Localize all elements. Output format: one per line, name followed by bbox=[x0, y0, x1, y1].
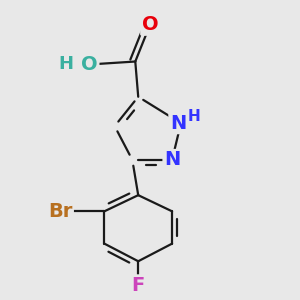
Text: Br: Br bbox=[48, 202, 72, 221]
Text: H: H bbox=[188, 109, 200, 124]
Text: O: O bbox=[81, 55, 98, 74]
Text: H: H bbox=[58, 56, 74, 74]
Text: N: N bbox=[164, 150, 180, 170]
Text: O: O bbox=[142, 15, 158, 34]
Text: F: F bbox=[132, 276, 145, 295]
Text: N: N bbox=[170, 114, 186, 133]
